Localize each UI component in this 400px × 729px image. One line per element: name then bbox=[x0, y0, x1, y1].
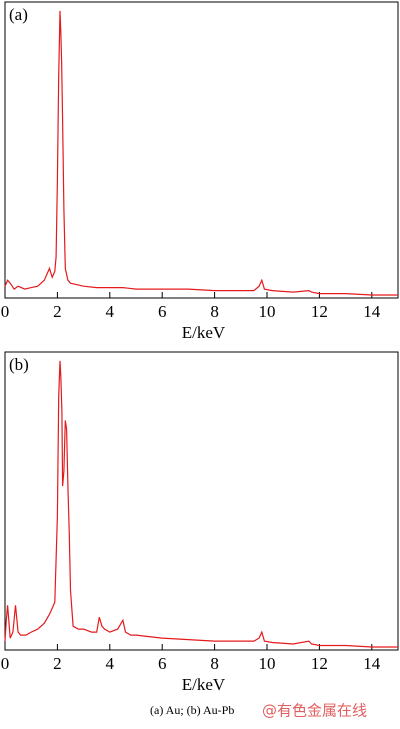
x-tick-label: 14 bbox=[363, 654, 381, 673]
x-tick-label: 0 bbox=[1, 302, 10, 321]
x-tick-label: 4 bbox=[106, 302, 115, 321]
watermark: @有色金属在线 bbox=[262, 702, 367, 720]
spectrum-line bbox=[4, 10, 398, 296]
x-tick-label: 12 bbox=[311, 654, 328, 673]
x-tick-label: 14 bbox=[363, 302, 381, 321]
x-tick-label: 10 bbox=[259, 654, 276, 673]
x-tick-label: 4 bbox=[106, 654, 115, 673]
x-tick-label: 8 bbox=[210, 302, 219, 321]
caption: (a) Au; (b) Au-Pb bbox=[150, 703, 234, 717]
panel-label: (a) bbox=[9, 5, 28, 24]
x-tick-label: 2 bbox=[53, 654, 62, 673]
x-axis-label: E/keV bbox=[182, 323, 226, 342]
x-tick-label: 6 bbox=[158, 654, 167, 673]
x-tick-label: 10 bbox=[259, 302, 276, 321]
x-tick-label: 6 bbox=[158, 302, 167, 321]
x-tick-label: 2 bbox=[53, 302, 62, 321]
panel-label: (b) bbox=[9, 355, 29, 374]
x-tick-label: 0 bbox=[1, 654, 10, 673]
spectrum-line bbox=[4, 360, 398, 648]
plot-frame bbox=[4, 1, 399, 299]
x-tick-label: 12 bbox=[311, 302, 328, 321]
x-axis-label: E/keV bbox=[182, 675, 226, 694]
plot-frame bbox=[4, 351, 399, 651]
x-tick-label: 8 bbox=[210, 654, 219, 673]
